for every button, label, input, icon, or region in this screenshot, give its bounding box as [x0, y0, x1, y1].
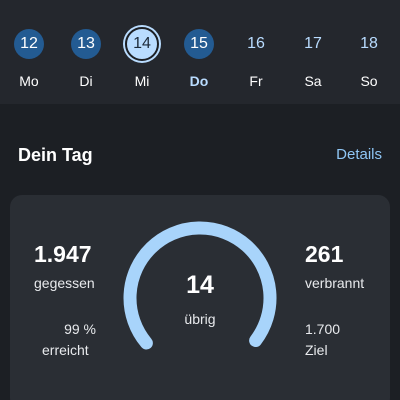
day-label: Di [79, 73, 93, 89]
daily-summary-card[interactable]: 1.947 gegessen 99 % erreicht 14 übrig 26… [10, 195, 390, 400]
percent-label: erreicht [42, 342, 89, 358]
section-title: Dein Tag [18, 145, 93, 165]
week-strip: 12 Mo 13 Di 14 Mi 15 Do 16 Fr 17 Sa 18 S… [0, 0, 400, 104]
day-date: 15 [184, 29, 214, 59]
day-wednesday-selected[interactable]: 14 Mi [125, 27, 159, 89]
day-label: Sa [304, 73, 322, 89]
percent-value: 99 % [64, 321, 96, 337]
day-sunday[interactable]: 18 So [352, 29, 386, 89]
day-label: Do [189, 73, 209, 89]
burned-value: 261 [305, 241, 344, 267]
day-saturday[interactable]: 17 Sa [296, 29, 330, 89]
day-tuesday[interactable]: 13 Di [69, 29, 103, 89]
details-link[interactable]: Details [336, 146, 382, 163]
remaining-label: übrig [184, 311, 216, 327]
goal-label: Ziel [305, 342, 328, 358]
day-date: 17 [304, 35, 322, 52]
day-label: Mo [19, 73, 39, 89]
goal-value: 1.700 [305, 321, 341, 337]
day-date: 12 [14, 29, 44, 59]
remaining-value: 14 [186, 271, 214, 299]
burned-label: verbrannt [305, 275, 365, 291]
day-label: Mi [134, 73, 150, 89]
eaten-value: 1.947 [34, 241, 92, 267]
calorie-gauge [123, 221, 277, 350]
day-date: 13 [71, 29, 101, 59]
day-friday[interactable]: 16 Fr [239, 29, 273, 89]
gauge-arc [123, 221, 277, 350]
day-label: So [360, 73, 378, 89]
day-date: 14 [125, 27, 159, 61]
day-thursday-today[interactable]: 15 Do [182, 29, 216, 89]
day-monday[interactable]: 12 Mo [12, 29, 46, 89]
day-date: 18 [360, 35, 378, 52]
day-date: 16 [247, 35, 265, 52]
day-label: Fr [249, 73, 263, 89]
eaten-label: gegessen [34, 275, 95, 291]
